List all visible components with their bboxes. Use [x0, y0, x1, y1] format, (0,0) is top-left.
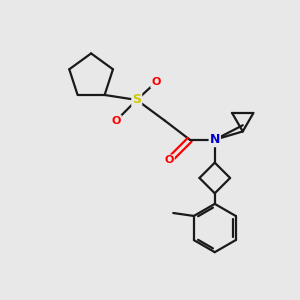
- Text: O: O: [151, 77, 160, 87]
- Text: O: O: [164, 155, 174, 165]
- Text: N: N: [210, 133, 220, 146]
- Text: O: O: [112, 116, 121, 126]
- Text: S: S: [132, 93, 141, 106]
